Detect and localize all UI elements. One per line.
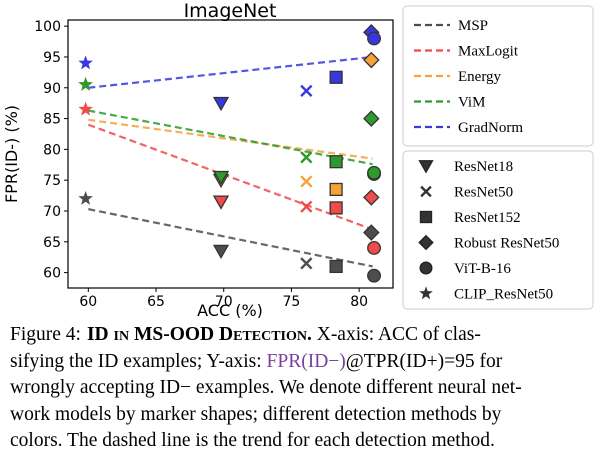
y-tick-label: 100 bbox=[34, 19, 61, 35]
point-energy-square bbox=[329, 182, 343, 197]
point-msp-circle bbox=[367, 268, 381, 283]
figure-caption: Figure 4: ID in MS-OOD Detection. X-axis:… bbox=[10, 322, 594, 455]
legend-label-model: CLIP_ResNet50 bbox=[454, 287, 553, 303]
data-points bbox=[78, 24, 381, 283]
caption-line-1: Figure 4: ID in MS-OOD Detection. X-axis:… bbox=[10, 322, 594, 349]
legend-marker-x bbox=[420, 185, 432, 198]
legend-label-model: ResNet152 bbox=[454, 210, 521, 226]
trend-line-maxlogit bbox=[87, 123, 374, 231]
point-vim-square bbox=[329, 155, 343, 169]
trend-line-gradnorm bbox=[88, 55, 373, 89]
point-maxlogit-square bbox=[329, 201, 343, 215]
point-msp-triangle-down bbox=[212, 244, 230, 259]
x-tick-label: 65 bbox=[147, 294, 165, 310]
trend-line-energy bbox=[88, 118, 373, 160]
legend-methods-frame bbox=[402, 5, 594, 147]
y-tick-label: 85 bbox=[43, 112, 61, 128]
legend-models-frame bbox=[402, 150, 594, 310]
figure: 60 65 70 75 80 60 65 70 75 80 85 90 95 100 ImageNet … bbox=[2, 0, 594, 320]
x-axis-ticks: 60 65 70 75 80 bbox=[79, 288, 368, 310]
x-tick-label: 60 bbox=[79, 294, 97, 310]
x-tick-label: 75 bbox=[283, 294, 301, 310]
point-msp-diamond bbox=[363, 224, 380, 241]
point-energy-x bbox=[300, 175, 313, 188]
point-maxlogit-triangle-down bbox=[212, 195, 230, 210]
legend-marker-triangle-down bbox=[418, 160, 434, 174]
x-tick-label: 70 bbox=[215, 294, 233, 310]
caption-line-5: colors. The dashed line is the trend for… bbox=[10, 430, 495, 451]
caption-line-2-b: @TPR(ID+)=95 for bbox=[345, 350, 503, 372]
legend-label-energy: Energy bbox=[458, 69, 502, 85]
point-energy-diamond bbox=[363, 51, 380, 69]
y-tick-label: 90 bbox=[43, 81, 61, 97]
caption-fpr-highlight: FPR(ID−) bbox=[266, 350, 346, 372]
plot-frame bbox=[67, 19, 394, 289]
y-tick-label: 65 bbox=[43, 235, 61, 251]
y-tick-label: 95 bbox=[43, 50, 61, 66]
legend-label-msp: MSP bbox=[458, 18, 488, 34]
caption-line-2-a: sifying the ID examples; Y-axis: bbox=[10, 350, 267, 372]
x-axis-label: ACC (%) bbox=[197, 301, 263, 318]
point-vim-circle bbox=[367, 165, 381, 180]
point-gradnorm-circle bbox=[367, 31, 381, 46]
legend-label-maxlogit: MaxLogit bbox=[458, 44, 519, 60]
point-gradnorm-triangle-down bbox=[212, 96, 230, 112]
legend-label-gradnorm: GradNorm bbox=[458, 120, 523, 136]
point-maxlogit-x bbox=[300, 200, 313, 213]
legend-label-model: ResNet50 bbox=[454, 185, 513, 201]
point-vim-diamond bbox=[363, 110, 380, 127]
caption-line-1-rest: X-axis: ACC of clas- bbox=[311, 324, 481, 345]
y-axis-ticks: 60 65 70 75 80 85 90 95 100 bbox=[34, 19, 68, 282]
y-tick-label: 80 bbox=[43, 142, 61, 158]
caption-line-3: wrongly accepting ID− examples. We denot… bbox=[10, 377, 522, 398]
point-maxlogit-diamond bbox=[363, 189, 380, 206]
point-vim-star bbox=[78, 77, 93, 91]
legend-label-vim: ViM bbox=[458, 95, 485, 111]
x-tick-label: 80 bbox=[350, 294, 368, 310]
legend-models: ResNet18 ResNet50 ResNet152 Robust ResNet50… bbox=[402, 150, 594, 310]
point-maxlogit-circle bbox=[367, 241, 381, 255]
caption-label: Figure 4: bbox=[10, 324, 81, 345]
legend-methods: MSP MaxLogit Energy ViM GradNorm bbox=[402, 5, 594, 147]
chart-title: ImageNet bbox=[184, 0, 277, 22]
point-gradnorm-square bbox=[329, 70, 343, 84]
point-gradnorm-star bbox=[78, 55, 93, 70]
y-tick-label: 70 bbox=[43, 204, 61, 220]
point-msp-star bbox=[78, 191, 93, 205]
trend-lines bbox=[87, 55, 374, 268]
legend-label-model: Robust ResNet50 bbox=[454, 236, 559, 252]
point-vim-x bbox=[300, 151, 313, 164]
legend-marker-circle bbox=[419, 261, 433, 275]
y-tick-label: 60 bbox=[43, 266, 61, 282]
point-vim-triangle-down bbox=[212, 170, 230, 186]
point-msp-x bbox=[300, 257, 313, 270]
caption-line-4: work models by marker shapes; different … bbox=[10, 403, 502, 425]
caption-title: ID in MS-OOD Detection. bbox=[86, 324, 312, 345]
y-tick-label: 75 bbox=[43, 173, 61, 189]
legend-marker-square bbox=[419, 210, 433, 224]
legend-label-model: ViT-B-16 bbox=[454, 261, 511, 277]
y-axis-label: FPR(ID-) (%) bbox=[2, 105, 21, 203]
legend-marker-diamond bbox=[418, 234, 434, 251]
point-maxlogit-star bbox=[78, 101, 93, 116]
legend-label-model: ResNet18 bbox=[454, 159, 513, 175]
legend-marker-star bbox=[419, 286, 433, 300]
trend-line-vim bbox=[88, 109, 373, 166]
caption-line-2: sifying the ID examples; Y-axis: FPR(ID−… bbox=[10, 349, 594, 376]
trend-line-msp bbox=[88, 208, 373, 268]
point-gradnorm-x bbox=[300, 84, 313, 97]
point-msp-square bbox=[329, 259, 343, 274]
